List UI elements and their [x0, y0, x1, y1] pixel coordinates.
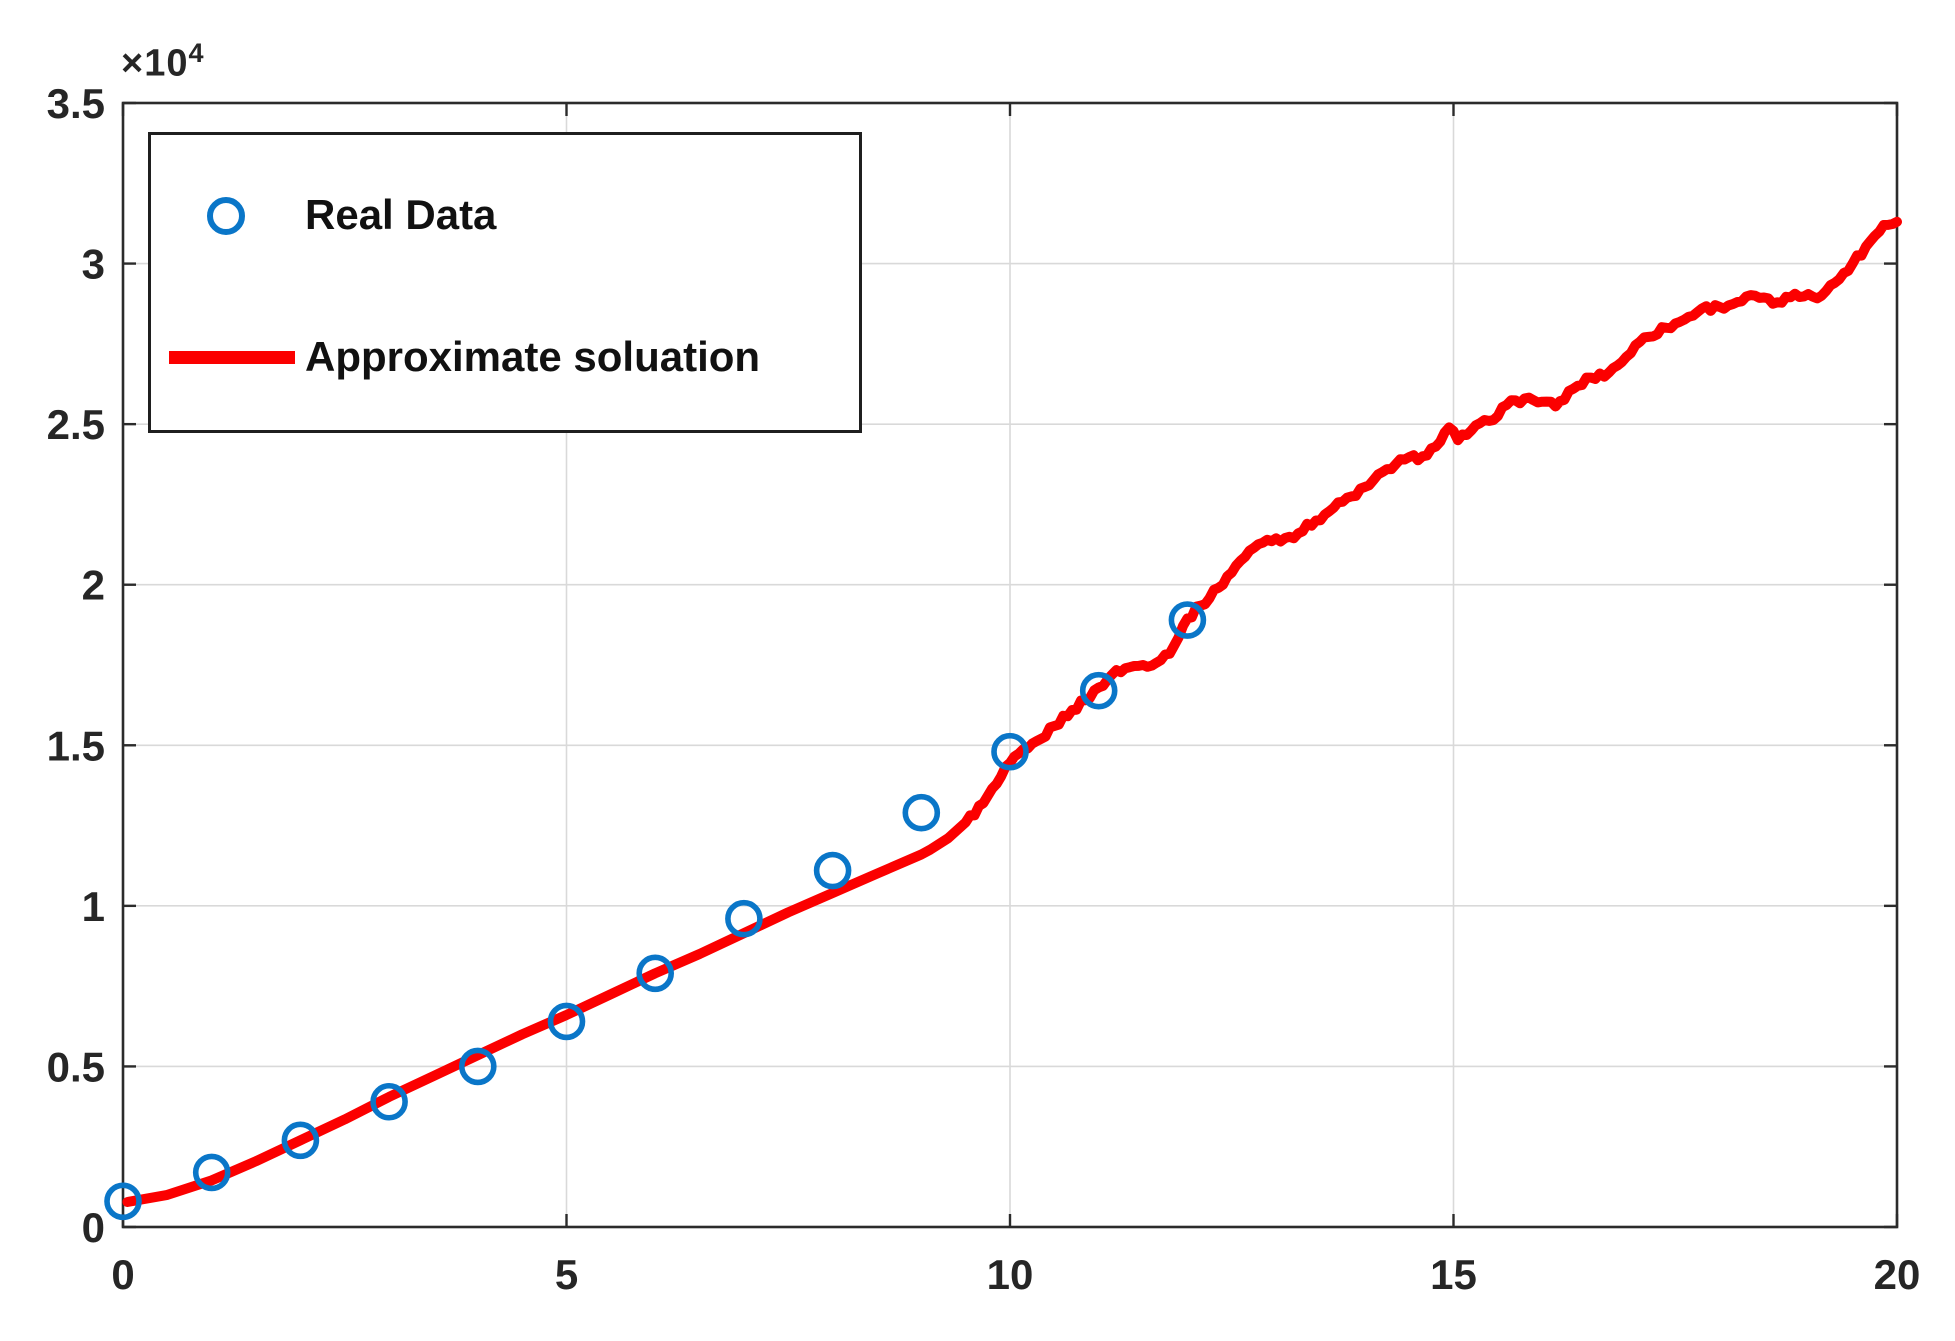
real-data-point [813, 851, 852, 890]
y-tick-label: 0 [82, 1204, 105, 1251]
real-data-marker-icon [207, 197, 245, 235]
y-tick-label: 0.5 [47, 1043, 105, 1090]
x-tick-label: 15 [1430, 1251, 1477, 1298]
x-tick-label: 20 [1874, 1251, 1921, 1298]
real-data-point [104, 1182, 142, 1221]
y-tick-label: 2.5 [47, 401, 105, 448]
real-data-point [725, 899, 763, 938]
real-data-point [458, 1047, 497, 1086]
approx-solution-line-icon [169, 351, 295, 364]
y-tick-label: 3 [82, 241, 105, 288]
legend-label-real-data: Real Data [305, 191, 497, 238]
exponent-base: ×10 [121, 42, 189, 85]
real-data-point [370, 1082, 408, 1121]
real-data-point [1168, 601, 1207, 639]
y-tick-label: 1.5 [47, 722, 105, 769]
real-data-point [991, 732, 1029, 771]
real-data-point [1079, 671, 1118, 710]
x-tick-label: 5 [555, 1251, 578, 1298]
legend: Real Data Approximate soluation [148, 132, 862, 433]
y-tick-label: 2 [82, 562, 105, 609]
exponent-power: 4 [188, 38, 205, 68]
real-data-point [192, 1153, 231, 1192]
real-data-point [636, 954, 675, 993]
legend-label-approximate-solution: Approximate soluation [305, 333, 761, 380]
approx-solution-line [122, 216, 1902, 1207]
x-tick-label: 0 [111, 1251, 134, 1298]
real-data-point [281, 1121, 320, 1160]
real-data-point [547, 1002, 586, 1041]
legend-entry-approximate-solution: Approximate soluation [151, 329, 859, 385]
y-tick-label: 1 [82, 883, 105, 930]
y-axis-exponent-label: ×104 [121, 38, 205, 86]
real-data-point [902, 793, 941, 832]
y-tick-label: 3.5 [47, 80, 105, 127]
legend-entry-real-data: Real Data [151, 187, 859, 243]
x-tick-label: 10 [987, 1251, 1034, 1298]
